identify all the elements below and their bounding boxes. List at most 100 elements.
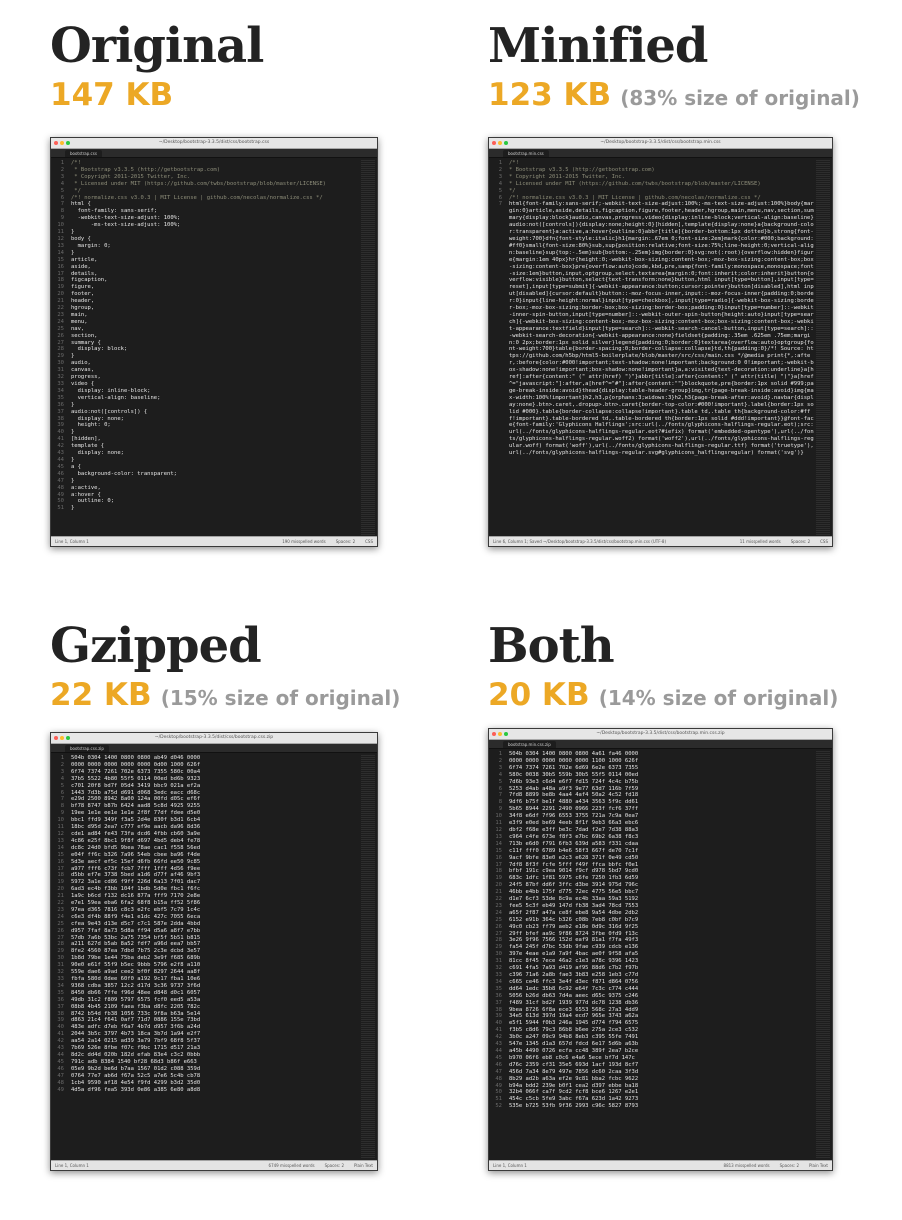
syntax-mode[interactable]: CSS [365,539,373,544]
line-number: 34 [57,387,64,394]
code-editor[interactable]: 1 2 3 4 5 6 7 8 9 10 11 12 13 14 15 16 17 18 19 20 21 22 23 24 2… [51,158,377,537]
code-line: 483e adfc d7eb f6a7 4b7d d957 3f6b a24d [71,1024,201,1031]
maximize-button[interactable] [504,141,508,145]
minimize-button[interactable] [60,736,64,740]
code-line: e7e1 59ea eba6 6fa2 68f8 b15a ff52 5f86 [71,900,201,907]
file-tab[interactable]: bootstrap.min.css.zip [503,741,556,748]
code-line: 1b8d 79be 1e44 75ba deb2 3e9f f685 689b [71,955,201,962]
line-number: 38 [57,1010,64,1017]
close-button[interactable] [492,732,496,736]
minimize-button[interactable] [498,141,502,145]
maximize-button[interactable] [504,732,508,736]
code-line: details, [71,270,98,277]
line-number: 42 [57,443,64,450]
code-line: 535e b725 53fb 9f36 2993 c96c 5827 8793 [509,1103,639,1110]
line-number: 23 [57,906,64,913]
tab-bar: bootstrap.min.css [489,149,832,158]
line-number: 5 [60,782,64,789]
line-number: 1 [60,160,64,166]
line-number: 3 [60,173,64,180]
syntax-mode[interactable]: Plain Text [809,1163,828,1168]
code-line: 29ff bfef aa9c 9f86 8724 3fbe 0fd9 f13c [509,930,639,937]
window-titlebar: ~/Desktop/bootstrap-3.3.5/dist/css/boots… [51,733,377,744]
indentation-setting[interactable]: Spaces: 2 [790,539,811,544]
code-line: 456d 7a34 8e79 497e 7856 dc60 2caa 3f3d [509,1068,639,1075]
line-number: 2 [60,166,64,173]
line-number: 36 [57,996,64,1003]
code-line: background-color: transparent; [71,470,177,477]
code-editor[interactable]: 1 2 3 4 5 6 7 8 9 10 11 12 13 14 15 16 17 18 19 20 21 22 23 24 2… [489,749,832,1161]
code-editor[interactable]: 1 2 3 4 5 6 7/*! * Bootstrap v3.3.5 (http://ge… [489,158,832,537]
line-number: 4 [498,180,502,187]
window-titlebar: ~/Desktop/bootstrap-3.3.5/dist/css/boots… [489,138,832,149]
minimap[interactable] [361,160,375,535]
minimize-button[interactable] [498,732,502,736]
close-button[interactable] [492,141,496,145]
original-panel: Original 147 KB [50,22,264,111]
file-size: 22 KB [50,677,152,713]
minimap[interactable] [816,751,830,1159]
code-line: 7fd8 8899 be8b 4aa4 4af4 50a2 4c52 fd18 [509,792,639,799]
file-tab[interactable]: bootstrap.min.css [503,150,549,157]
code-area[interactable]: /*! * Bootstrap v3.3.5 (http://getbootst… [509,158,814,537]
status-bar: Line 1, Column 1 6749 misspelled words Spa… [51,1160,377,1170]
minimap[interactable] [361,755,375,1159]
code-line: */ [509,187,516,194]
line-number: 11 [57,824,64,831]
code-line: 4c86 e25f 8bc1 9f8f d697 4bd5 deb4 fe78 [71,837,201,844]
code-line: a977 fff6 c73f fcb7 7fff 1fff 4d56 f9ee [71,865,201,872]
indentation-setting[interactable]: Spaces: 2 [779,1163,800,1168]
line-number: 51 [57,505,64,512]
code-area[interactable]: 504b 0304 1400 0800 0800 4a61 fa46 0000 0… [509,749,814,1161]
misspelled-count: 190 misspelled words [282,539,326,544]
code-line: } [71,229,75,236]
file-tab[interactable]: bootstrap.css.zip [65,745,109,752]
file-tab[interactable]: bootstrap.css [65,150,102,157]
status-right: 6749 misspelled words Spaces: 2 Plain Text [259,1161,373,1170]
file-size: 123 KB [488,77,612,113]
indentation-setting[interactable]: Spaces: 2 [324,1163,345,1168]
close-button[interactable] [54,736,58,740]
size-percentage: (15% size of original) [160,686,401,710]
code-line: /*! [71,160,81,166]
line-number: 40 [495,1020,502,1027]
code-line: f489 31cf bd2f 1939 977d dc78 1238 db36 [509,999,639,1006]
syntax-mode[interactable]: Plain Text [354,1163,373,1168]
code-line: d863 21c4 f641 0af7 71d7 0886 155e 73bd [71,1017,201,1024]
code-line: main, [71,311,88,318]
code-line: 5d3e aecf ef5c 15ef d6fb 66fd ee50 9c85 [71,858,201,865]
close-button[interactable] [54,141,58,145]
maximize-button[interactable] [66,736,70,740]
minified-panel: Minified 123 KB (83% size of original) [488,22,860,111]
minimize-button[interactable] [60,141,64,145]
code-line: progress, [71,374,101,381]
code-line: 559e dae6 a9ad cee2 bf0f 8297 2644 aa8f [71,969,201,976]
maximize-button[interactable] [66,141,70,145]
line-number: 37 [495,999,502,1006]
status-bar: Line 6, Column 1; Saved ~/Desktop/bootst… [489,536,832,546]
code-line: a { [71,463,81,470]
code-line: e3f9 e0ed be69 4eeb 8f1f 9eb3 66a3 ebc6 [509,820,639,827]
line-number: 51 [495,1096,502,1103]
status-right: 8813 misspelled words Spaces: 2 Plain Text [714,1161,828,1170]
line-number: 45 [57,463,64,470]
code-line: 34f8 e6df 7f96 6553 3755 721a 7c9a 0ea7 [509,813,639,820]
code-line: display: block; [71,346,128,353]
code-area[interactable]: 504b 0304 1400 0800 0800 ab49 d046 0000 0… [71,753,359,1161]
code-line: 9368 cdba 3857 12c2 d17d 3c36 9737 3f6d [71,982,201,989]
code-line: a211 627d b5ab 8a52 fdf7 a96d eea7 bb57 [71,941,201,948]
line-number: 27 [495,930,502,937]
code-line: a:hover { [71,491,101,498]
indentation-setting[interactable]: Spaces: 2 [335,539,356,544]
minimap[interactable] [816,160,830,535]
line-number: 47 [57,1072,64,1079]
line-number: 9 [60,215,64,222]
code-area[interactable]: /*! * Bootstrap v3.3.5 (http://getbootst… [71,158,359,537]
line-number: 8 [60,208,64,215]
line-number: 5 [498,778,502,785]
code-editor[interactable]: 1 2 3 4 5 6 7 8 9 10 11 12 13 14 15 16 17 18 19 20 21 22 23 24 2… [51,753,377,1161]
code-line: dbf2 f68e e3ff be3c 7dad f2e7 7d38 88a3 [509,826,639,833]
syntax-mode[interactable]: CSS [820,539,828,544]
code-line: 37b5 5522 4b80 55f5 0114 00ed bd6b 9323 [71,775,201,782]
code-line: dd64 1edc 35b8 6c92 e64f 7c3c c774 c444 [509,985,639,992]
